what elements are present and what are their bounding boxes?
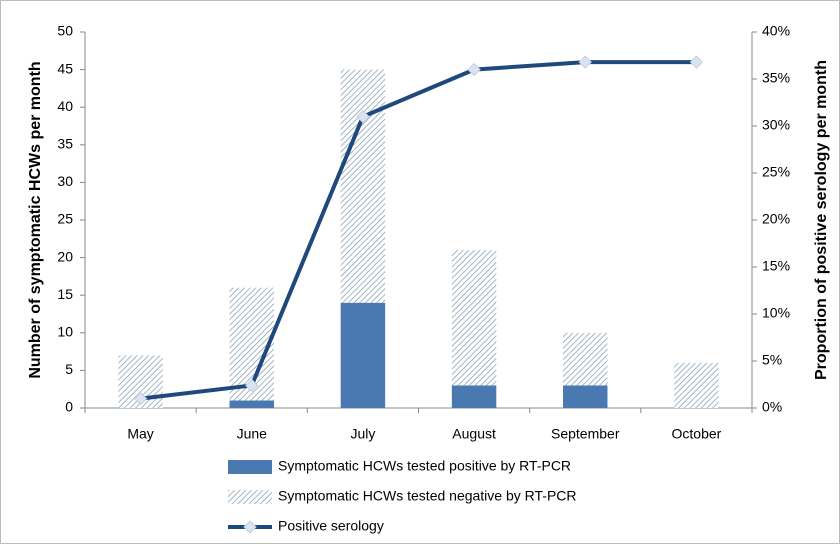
bar: [563, 332, 608, 386]
y-tick-label: 20: [57, 248, 73, 264]
y-tick-label: 30: [57, 173, 73, 189]
x-tick-label: August: [452, 426, 496, 442]
y-tick-label: 50: [57, 23, 73, 39]
bar: [563, 385, 608, 408]
bar: [451, 250, 497, 386]
marker: [356, 109, 370, 124]
x-tick-label: September: [551, 426, 620, 442]
bar: [340, 302, 386, 408]
legend-label: Symptomatic HCWs tested positive by RT-P…: [278, 458, 571, 474]
y-tick-label: 10: [57, 324, 73, 340]
line: [140, 60, 697, 401]
x-tick-label: October: [672, 426, 722, 442]
y-tick-label: 25: [57, 211, 73, 227]
y2-tick-label: 40%: [762, 23, 790, 39]
bar: [340, 69, 386, 303]
y2-tick-label: 20%: [762, 211, 790, 227]
bar: [451, 385, 497, 408]
marker: [245, 378, 259, 393]
x-tick-label: May: [127, 426, 153, 442]
y-tick-label: 40: [57, 98, 73, 114]
y2-tick-label: 10%: [762, 305, 790, 321]
legend-swatch: [228, 490, 272, 504]
y2-tick-label: 5%: [762, 352, 782, 368]
marker: [578, 55, 592, 69]
legend-label: Positive serology: [278, 518, 384, 534]
y-tick-label: 15: [57, 286, 73, 302]
legend-marker: [243, 520, 257, 534]
y-axis-title: Number of symptomatic HCWs per month: [27, 61, 44, 378]
bar: [229, 400, 274, 408]
y2-axis-title: Proportion of positive serology per mont…: [813, 60, 830, 380]
legend-label: Symptomatic HCWs tested negative by RT-P…: [278, 488, 577, 504]
y2-tick-label: 25%: [762, 164, 790, 180]
x-tick-label: June: [237, 426, 268, 442]
y-tick-label: 0: [65, 399, 73, 415]
y2-tick-label: 35%: [762, 70, 790, 86]
x-tick-label: July: [350, 426, 375, 442]
y-tick-label: 45: [57, 60, 73, 76]
legend-swatch: [228, 460, 272, 474]
bar: [674, 362, 719, 408]
y2-tick-label: 0%: [762, 399, 782, 415]
marker: [689, 55, 704, 69]
y2-tick-label: 15%: [762, 258, 790, 274]
y-tick-label: 5: [65, 361, 73, 377]
marker: [467, 62, 481, 77]
y-tick-label: 35: [57, 136, 73, 152]
marker: [133, 391, 148, 406]
y2-tick-label: 30%: [762, 117, 790, 133]
